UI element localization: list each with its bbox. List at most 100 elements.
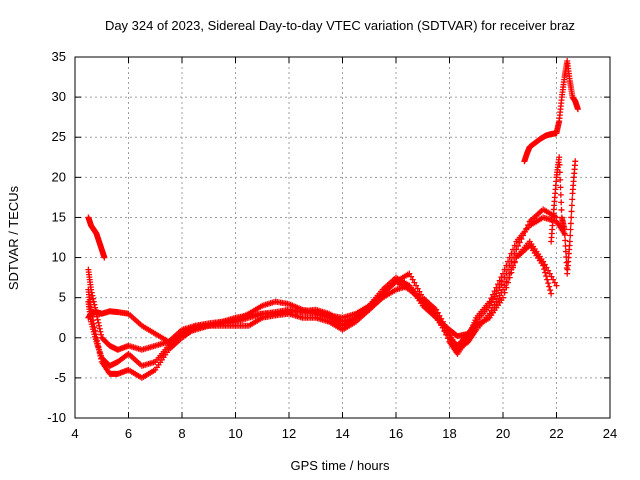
data-point bbox=[486, 310, 493, 317]
data-points bbox=[85, 58, 581, 381]
x-tick-label: 6 bbox=[125, 426, 132, 441]
x-tick-label: 16 bbox=[389, 426, 403, 441]
data-point bbox=[98, 331, 105, 338]
data-point bbox=[496, 277, 503, 284]
data-point bbox=[94, 340, 101, 347]
y-tick-label: 30 bbox=[52, 89, 66, 104]
data-point bbox=[489, 291, 496, 298]
data-point bbox=[510, 246, 517, 253]
data-point bbox=[493, 298, 500, 305]
data-point bbox=[500, 286, 506, 293]
data-point bbox=[92, 331, 99, 338]
data-point bbox=[89, 292, 96, 299]
data-point bbox=[556, 169, 563, 176]
data-point bbox=[88, 306, 95, 313]
y-tick-label: -5 bbox=[54, 370, 66, 385]
data-point bbox=[491, 288, 498, 295]
data-point bbox=[557, 191, 564, 198]
data-point bbox=[567, 220, 574, 227]
data-point bbox=[550, 276, 557, 283]
data-point bbox=[506, 254, 513, 261]
data-point bbox=[556, 154, 563, 161]
data-point bbox=[541, 266, 548, 273]
y-tick-label: 35 bbox=[52, 49, 66, 64]
data-point bbox=[557, 184, 564, 191]
data-point bbox=[547, 287, 554, 294]
data-point bbox=[567, 232, 574, 239]
data-point bbox=[489, 304, 496, 311]
data-point bbox=[546, 283, 553, 290]
data-point bbox=[88, 310, 95, 317]
data-point bbox=[98, 355, 105, 362]
y-tick-label: 10 bbox=[52, 250, 66, 265]
series-track-f bbox=[521, 58, 581, 165]
data-point bbox=[545, 280, 552, 287]
x-tick-label: 10 bbox=[228, 426, 242, 441]
x-tick-label: 24 bbox=[603, 426, 617, 441]
data-point bbox=[436, 317, 443, 324]
data-point bbox=[97, 328, 104, 335]
data-point bbox=[561, 231, 568, 238]
data-point bbox=[418, 291, 425, 298]
data-point bbox=[569, 196, 576, 203]
x-tick-label: 14 bbox=[335, 426, 349, 441]
data-point bbox=[498, 274, 505, 281]
x-axis-label: GPS time / hours bbox=[291, 458, 390, 473]
data-point bbox=[494, 295, 501, 302]
data-point bbox=[516, 239, 523, 246]
y-tick-label: 15 bbox=[52, 209, 66, 224]
x-tick-label: 18 bbox=[442, 426, 456, 441]
data-point bbox=[411, 279, 418, 286]
data-point bbox=[434, 314, 441, 321]
data-point bbox=[568, 214, 575, 221]
data-point bbox=[542, 269, 549, 276]
data-point bbox=[505, 258, 512, 265]
data-point bbox=[500, 278, 506, 285]
chart-title: Day 324 of 2023, Sidereal Day-to-day VTE… bbox=[105, 18, 575, 33]
data-point bbox=[558, 206, 565, 213]
data-point bbox=[413, 282, 420, 289]
data-point bbox=[444, 335, 451, 342]
data-point bbox=[558, 199, 565, 206]
data-point bbox=[97, 352, 104, 359]
data-point bbox=[494, 281, 501, 288]
data-point bbox=[568, 202, 575, 209]
data-point bbox=[96, 322, 103, 329]
data-point bbox=[439, 324, 446, 331]
data-point bbox=[562, 237, 569, 244]
data-point bbox=[553, 282, 560, 289]
series-track-g bbox=[548, 154, 579, 277]
data-point bbox=[546, 270, 553, 277]
data-point bbox=[562, 248, 569, 255]
data-point bbox=[92, 327, 99, 334]
data-point bbox=[96, 349, 103, 356]
y-tick-label: -10 bbox=[47, 410, 66, 425]
y-tick-label: 0 bbox=[59, 330, 66, 345]
data-point bbox=[545, 267, 552, 274]
x-tick-label: 8 bbox=[178, 426, 185, 441]
grid-lines bbox=[75, 57, 610, 418]
data-point bbox=[443, 331, 450, 338]
data-point bbox=[416, 288, 423, 295]
axis-ticks: 4 6 8 10 12 14 16 18 20 22 24 -10 -5 0 5 10 15 20 25 30 35 bbox=[47, 49, 617, 441]
y-tick-label: 5 bbox=[59, 290, 66, 305]
data-point bbox=[543, 273, 550, 280]
data-point bbox=[501, 266, 508, 273]
data-point bbox=[92, 307, 99, 314]
data-point bbox=[408, 273, 415, 280]
data-point bbox=[91, 324, 98, 331]
data-point bbox=[95, 319, 102, 326]
y-tick-label: 25 bbox=[52, 129, 66, 144]
data-point bbox=[90, 320, 97, 327]
data-point bbox=[409, 276, 416, 283]
x-tick-label: 4 bbox=[71, 426, 78, 441]
data-point bbox=[503, 262, 510, 269]
data-point bbox=[89, 313, 96, 320]
data-point bbox=[557, 176, 564, 183]
data-point bbox=[93, 334, 100, 341]
data-point bbox=[501, 282, 508, 289]
y-axis-label: SDTVAR / TECUs bbox=[6, 185, 21, 290]
data-point bbox=[96, 325, 103, 332]
data-point bbox=[511, 242, 518, 249]
